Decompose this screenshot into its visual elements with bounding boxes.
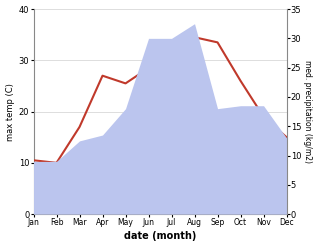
X-axis label: date (month): date (month) (124, 231, 196, 242)
Y-axis label: max temp (C): max temp (C) (5, 83, 15, 141)
Y-axis label: med. precipitation (kg/m2): med. precipitation (kg/m2) (303, 60, 313, 163)
